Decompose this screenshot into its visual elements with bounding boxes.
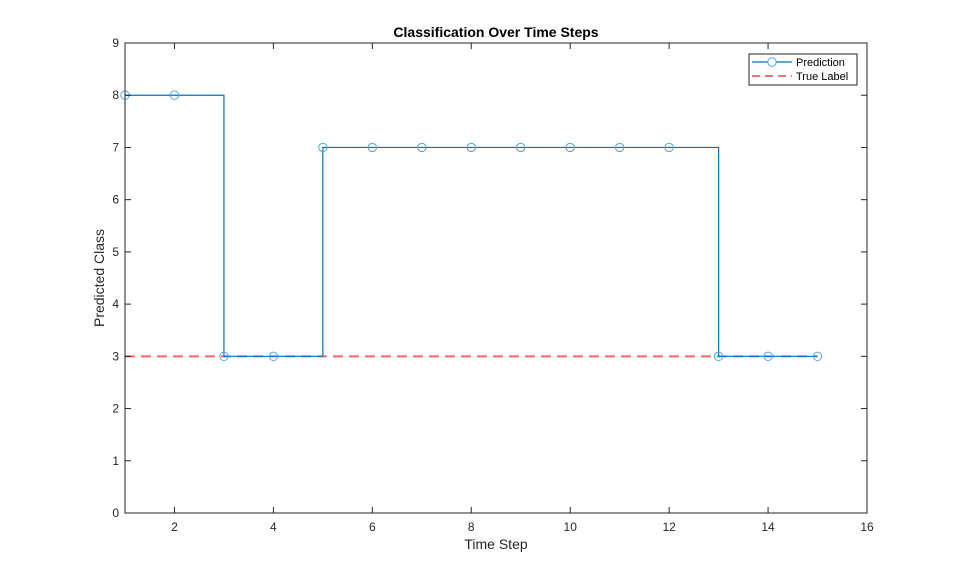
legend-prediction-label: Prediction (796, 57, 845, 69)
y-tick-label: 8 (112, 88, 119, 102)
prediction-marker (763, 351, 773, 362)
legend-prediction-marker-icon (767, 57, 777, 67)
prediction-marker (812, 351, 823, 362)
x-tick-label: 4 (270, 520, 277, 534)
legend-box (748, 53, 858, 86)
legend: Prediction True Label (748, 53, 858, 86)
prediction-marker (318, 142, 328, 153)
prediction-marker (367, 142, 378, 153)
y-tick-label: 3 (112, 349, 119, 363)
x-axis-title: Time Step (464, 536, 527, 552)
x-tick-label: 8 (468, 520, 475, 534)
y-tick-label: 2 (112, 402, 119, 416)
x-tick-label: 14 (761, 520, 775, 534)
prediction-marker (417, 142, 427, 153)
x-tick-label: 16 (860, 520, 874, 534)
prediction-marker (466, 142, 476, 153)
y-tick-label: 5 (112, 245, 119, 259)
prediction-marker (713, 351, 724, 362)
x-tick-label: 10 (564, 520, 578, 534)
y-tick-label: 9 (112, 36, 119, 50)
y-tick-label: 1 (112, 454, 119, 468)
prediction-marker (614, 142, 625, 153)
prediction-marker (565, 142, 575, 153)
prediction-marker (268, 351, 279, 362)
y-tick-label: 6 (112, 193, 119, 207)
x-tick-label: 6 (369, 520, 376, 534)
y-tick-label: 0 (112, 506, 119, 520)
x-tick-label: 12 (662, 520, 676, 534)
chart-title: Classification Over Time Steps (393, 24, 598, 40)
legend-true-label-label: True Label (796, 71, 848, 83)
y-tick-label: 7 (112, 140, 119, 154)
y-axis-title: Predicted Class (91, 229, 107, 327)
axes-box (124, 42, 868, 514)
prediction-marker (664, 142, 674, 153)
prediction-line (125, 94, 818, 357)
prediction-marker (169, 90, 180, 100)
x-tick-label: 2 (171, 520, 178, 534)
prediction-marker (219, 351, 229, 362)
prediction-marker (516, 142, 526, 153)
y-tick-label: 4 (112, 297, 119, 311)
